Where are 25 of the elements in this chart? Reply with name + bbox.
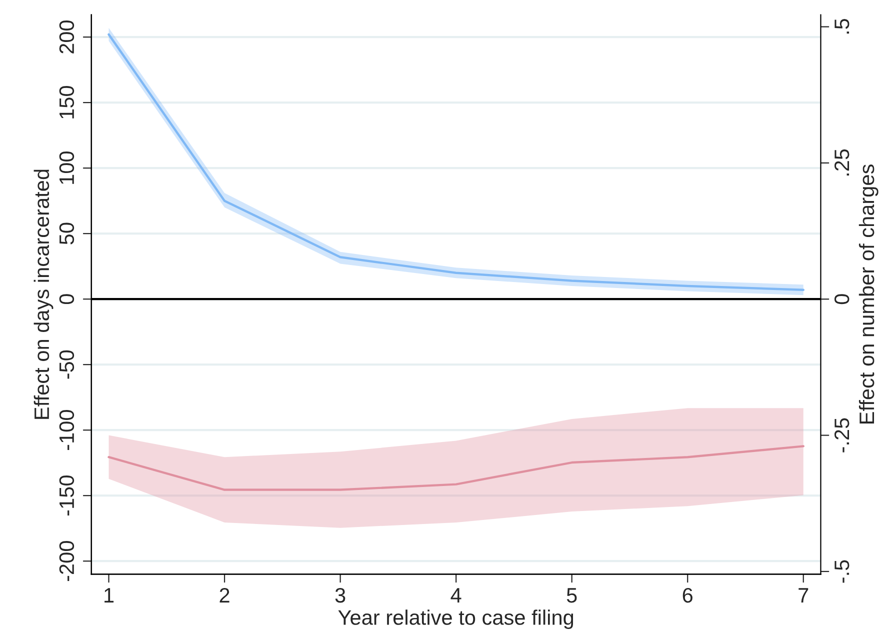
y-tick-label: -150 [59,476,74,516]
y2-tick-label: -.5 [834,560,850,583]
y-tick-label: 100 [59,152,74,184]
x-tick-label: 5 [566,588,577,603]
x-tick-label: 3 [335,588,346,603]
y-tick-label: -100 [59,410,74,450]
y-tick-label: 150 [59,86,74,118]
y-tick-label: -200 [59,541,74,582]
y2-tick-label: -.25 [834,418,850,452]
y2-tick-label: .25 [834,149,850,176]
y2-axis-title: Effect on number of charges [858,164,878,424]
y-tick-label: 200 [59,20,74,54]
y-tick-label: 0 [59,294,74,304]
x-tick-label: 4 [450,588,462,602]
x-tick-label: 7 [798,588,808,602]
y2-tick-label: .5 [834,18,850,34]
y-tick-label: 50 [59,222,74,244]
y-tick-label: -50 [59,350,74,379]
line-series [108,445,804,491]
x-tick-label: 1 [104,588,114,602]
x-axis-title: Year relative to case filing [338,610,574,630]
y-axis-title: Effect on days incarcerated [34,170,54,419]
x-tick-label: 6 [682,588,692,603]
x-tick-label: 2 [220,588,230,602]
y2-tick-label: 0 [834,294,850,304]
